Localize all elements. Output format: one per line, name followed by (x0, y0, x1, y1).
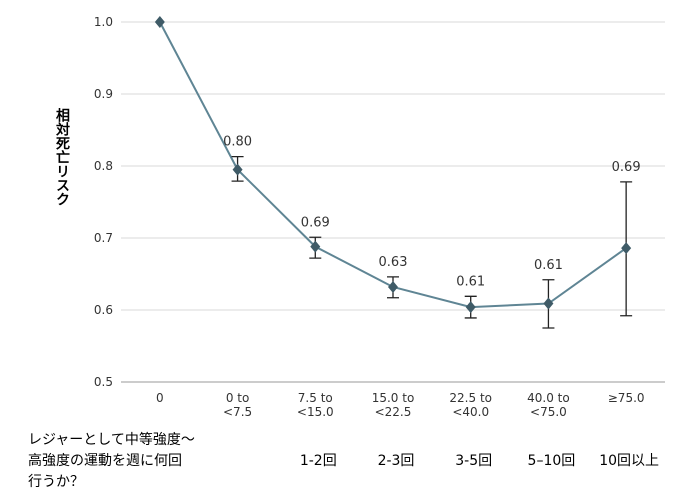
x-tick-label: 7.5 to <15.0 (297, 391, 334, 419)
x-tick-label: 15.0 to <22.5 (372, 391, 415, 419)
x-tick-line: <15.0 (297, 405, 334, 419)
x-axis-label: 高強度の運動を週に何回 (28, 452, 182, 469)
value-label: 0.69 (301, 215, 330, 230)
value-label: 0.61 (534, 258, 563, 273)
value-label: 0.80 (223, 135, 252, 150)
frequency-label: 1-2回 (300, 453, 337, 469)
value-label: 0.69 (612, 160, 641, 175)
x-tick-line: 0 (156, 391, 164, 405)
frequency-label: 5–10回 (528, 453, 576, 469)
y-tick-label: 1.0 (94, 15, 113, 29)
y-tick-label: 0.7 (94, 231, 113, 245)
x-tick-line: 22.5 to (449, 391, 492, 405)
x-tick-line: 15.0 to (372, 391, 415, 405)
x-tick-line: 40.0 to (527, 391, 570, 405)
x-tick-line: <7.5 (223, 405, 252, 419)
marker (232, 163, 243, 176)
marker (154, 16, 165, 28)
x-tick-line: <75.0 (530, 405, 567, 419)
x-tick-line: <40.0 (452, 405, 489, 419)
x-tick-label: 40.0 to <75.0 (527, 391, 570, 419)
x-tick-label: 22.5 to <40.0 (449, 391, 492, 419)
marker (388, 280, 398, 293)
x-axis-label: レジャーとして中等強度〜 (28, 431, 195, 448)
marker (543, 297, 554, 310)
x-tick-line: <22.5 (375, 405, 412, 419)
x-tick-line: 7.5 to (298, 391, 333, 405)
x-tick-line: 0 to (226, 391, 250, 405)
x-tick-label: 0 to <7.5 (223, 391, 252, 419)
marker (465, 301, 476, 314)
x-tick-label: ≥75.0 (608, 391, 645, 405)
y-tick-label: 0.6 (94, 303, 113, 317)
x-axis-label: 行うか？ (28, 474, 84, 490)
frequency-label: 10回以上 (599, 453, 659, 469)
value-label: 0.63 (379, 255, 408, 270)
y-tick-label: 0.9 (94, 87, 113, 101)
marker (310, 240, 321, 253)
y-tick-label: 0.5 (94, 375, 113, 389)
frequency-label: 3-5回 (455, 453, 492, 469)
y-tick-label: 0.8 (94, 159, 113, 173)
value-label: 0.61 (456, 274, 485, 289)
marker (621, 242, 632, 255)
x-tick-line: ≥75.0 (608, 391, 645, 405)
y-axis-label: 相対死亡リスク (54, 107, 71, 206)
frequency-label: 2-3回 (378, 453, 415, 469)
x-tick-label: 0 (156, 391, 164, 405)
